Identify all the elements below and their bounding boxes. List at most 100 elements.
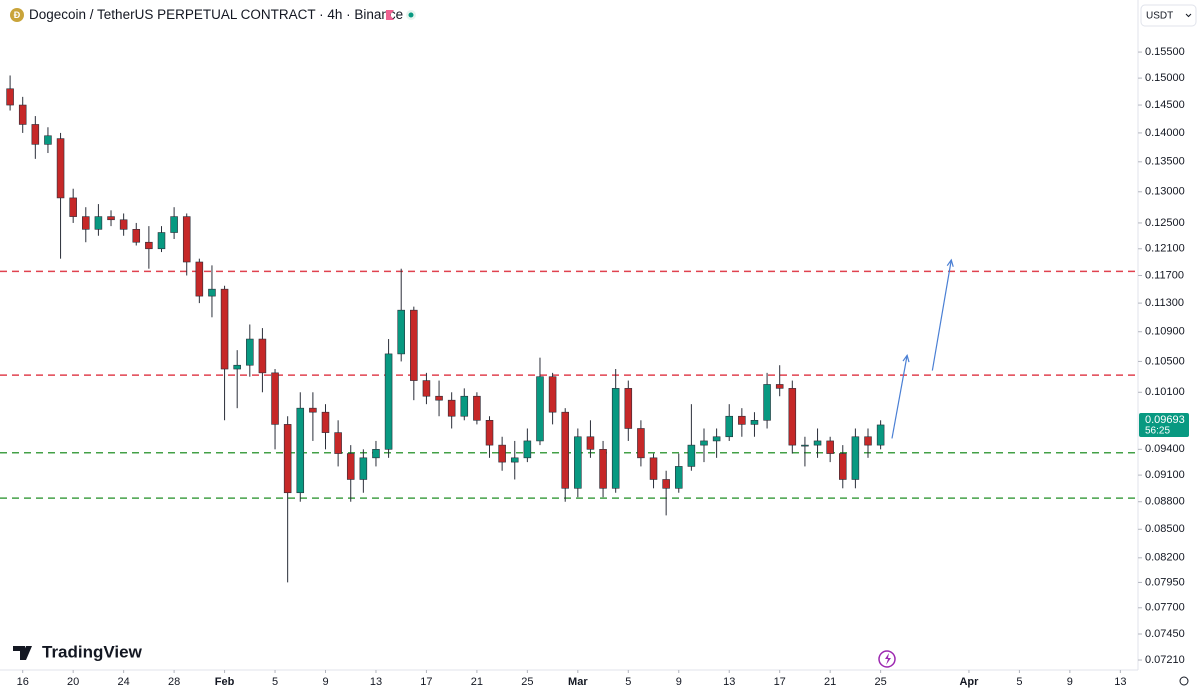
candle-body <box>56 138 65 199</box>
candle-body <box>346 453 355 480</box>
candle-body <box>649 457 658 480</box>
dropdown-caret <box>1185 13 1192 18</box>
y-tick-label: 0.10500 <box>1145 355 1185 367</box>
candle-body <box>384 353 393 450</box>
candle-body <box>662 479 670 489</box>
candle-body <box>738 415 746 425</box>
candle-body <box>687 444 696 467</box>
candle-body <box>119 219 128 230</box>
candle-body <box>864 436 872 446</box>
x-tick-label: 9 <box>676 676 682 688</box>
candle-body <box>107 216 115 221</box>
candle-body <box>359 457 368 480</box>
y-tick-label: 0.14500 <box>1145 99 1185 111</box>
candle-body <box>523 440 532 459</box>
candle-body <box>283 424 292 494</box>
y-tick-label: 0.15500 <box>1145 46 1185 58</box>
x-tick-label: 25 <box>521 676 533 688</box>
candle-body <box>271 372 279 425</box>
candle-body <box>44 135 52 145</box>
candle-body <box>170 216 178 233</box>
x-tick-label: 17 <box>420 676 432 688</box>
candle-body <box>574 436 582 489</box>
x-tick-label: 21 <box>824 676 836 688</box>
candle-body <box>296 407 305 494</box>
candle-body <box>599 449 607 489</box>
x-tick-label: 13 <box>370 676 382 688</box>
candle-body <box>851 436 860 480</box>
candle-body <box>309 407 317 413</box>
axes: 0.15500 0.15000 0.14500 0.14000 0.13500 0.130… <box>17 46 1189 688</box>
x-tick-label: 5 <box>625 676 631 688</box>
y-tick-label: 0.11700 <box>1145 269 1184 281</box>
candle-body <box>460 395 469 417</box>
x-tick-label: 5 <box>1016 676 1022 688</box>
y-tick-label: 0.14000 <box>1145 127 1185 139</box>
candle-body <box>750 419 759 425</box>
candle-body <box>725 415 733 438</box>
candle-body <box>82 216 90 230</box>
candle-body <box>763 384 771 421</box>
x-tick-label: 9 <box>1067 676 1073 688</box>
candle-body <box>510 457 519 463</box>
coin-letter: Ð <box>14 10 21 20</box>
candle-body <box>195 261 204 297</box>
candle-body <box>775 384 784 389</box>
last-price-box <box>1139 412 1189 437</box>
candle-body <box>145 241 153 250</box>
plot-area <box>0 75 1138 583</box>
y-tick-label: 0.08800 <box>1145 496 1185 508</box>
candle-body <box>208 288 216 297</box>
x-tick-label: 5 <box>272 676 278 688</box>
y-tick-label: 0.09400 <box>1145 443 1185 455</box>
candle-body <box>561 411 569 489</box>
brand-name: TradingView <box>42 642 143 661</box>
currency-select[interactable] <box>1140 4 1197 27</box>
brand-logo <box>13 646 32 660</box>
candle-body <box>473 395 481 421</box>
y-tick-label: 0.10900 <box>1145 326 1185 338</box>
y-tick-label: 0.07210 <box>1145 654 1185 666</box>
candle-body <box>712 436 721 442</box>
candle-body <box>788 388 797 446</box>
x-tick-label: 17 <box>774 676 786 688</box>
y-tick-label: 0.12100 <box>1145 243 1185 255</box>
last-price-label: 0.09693 <box>1145 414 1185 426</box>
currency-label: USDT <box>1146 11 1173 22</box>
candle-body <box>18 104 27 125</box>
x-tick-label: 25 <box>875 676 887 688</box>
lightning-icon[interactable] <box>878 650 896 668</box>
y-tick-label: 0.07950 <box>1145 576 1185 588</box>
lightning <box>885 653 891 665</box>
x-tick-label: Mar <box>568 676 588 688</box>
y-tick-label: 0.13500 <box>1145 156 1185 168</box>
candle-body <box>397 309 405 355</box>
candle-body <box>372 449 380 459</box>
y-tick-label: 0.08500 <box>1145 523 1185 535</box>
x-tick-label: 20 <box>67 676 79 688</box>
x-tick-label: 21 <box>471 676 483 688</box>
y-tick-label: 0.15000 <box>1145 72 1185 84</box>
settings-icon[interactable] <box>1179 676 1189 686</box>
candle-body <box>94 216 103 230</box>
time-axis <box>0 670 1200 694</box>
candle-body <box>410 309 418 381</box>
candle-body <box>839 453 847 480</box>
y-tick-label: 0.12500 <box>1145 217 1185 229</box>
x-tick-label: 28 <box>168 676 180 688</box>
candle-body <box>586 436 595 450</box>
candle-body <box>31 124 40 145</box>
candle-body <box>485 419 494 446</box>
candle-body <box>132 229 141 243</box>
candle-body <box>435 395 443 401</box>
arrow-line <box>891 355 908 439</box>
candle-body <box>876 424 885 446</box>
y-tick-label: 0.07450 <box>1145 628 1185 640</box>
x-tick-label: 13 <box>1114 676 1126 688</box>
x-tick-label: 13 <box>723 676 735 688</box>
status-dot <box>408 12 414 18</box>
y-tick-label: 0.10100 <box>1145 386 1185 398</box>
candle-body <box>813 440 822 446</box>
